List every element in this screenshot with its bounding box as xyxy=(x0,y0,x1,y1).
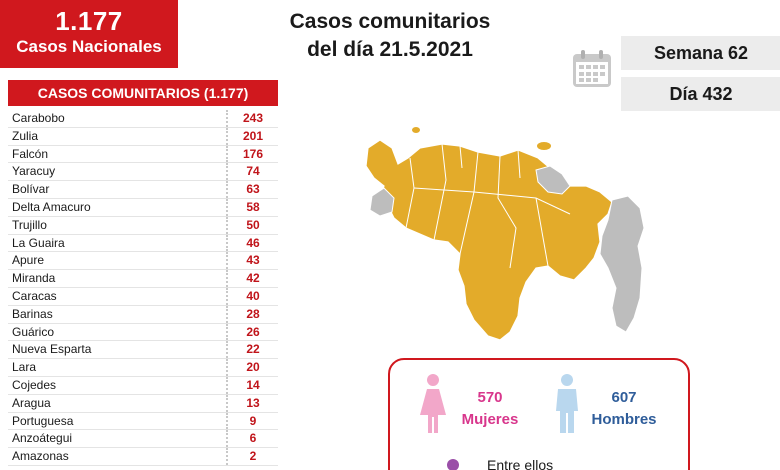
gender-panel xyxy=(388,358,690,470)
map-unaffected-north-east xyxy=(535,165,571,195)
state-cases: 40 xyxy=(226,287,278,305)
state-cases: 26 xyxy=(226,323,278,341)
state-name: Aragua xyxy=(12,395,51,410)
calendar-icon xyxy=(573,50,611,87)
state-name: Yaracuy xyxy=(12,164,56,179)
between-label: Entre ellos xyxy=(487,457,554,470)
state-cases: 2 xyxy=(226,448,278,465)
table-row: Guárico 26 xyxy=(8,323,278,342)
state-name: Cojedes xyxy=(12,377,57,392)
female-count: 570 xyxy=(477,389,503,406)
state-name: La Guaira xyxy=(12,235,65,250)
state-cases: 58 xyxy=(226,198,278,216)
table-row: Portuguesa 9 xyxy=(8,412,278,431)
table-header: CASOS COMUNITARIOS (1.177) xyxy=(8,80,278,106)
table-row: Delta Amacuro 58 xyxy=(8,198,278,217)
state-cases: 9 xyxy=(226,412,278,430)
table-row: Carabobo 243 xyxy=(8,110,278,128)
day-box: Día 432 xyxy=(621,77,780,111)
female-figure-icon xyxy=(420,374,446,433)
state-cases: 28 xyxy=(226,305,278,323)
state-name: Caracas xyxy=(12,288,57,303)
state-cases: 50 xyxy=(226,216,278,234)
national-cases-badge: 1.177 Casos Nacionales xyxy=(0,0,178,68)
table-row: Trujillo 50 xyxy=(8,216,278,235)
state-cases: 43 xyxy=(226,252,278,270)
table-row: Falcón 176 xyxy=(8,145,278,164)
male-label: Hombres xyxy=(591,411,657,428)
male-count: 607 xyxy=(611,389,637,406)
state-cases: 176 xyxy=(226,145,278,163)
state-cases: 46 xyxy=(226,234,278,252)
female-label: Mujeres xyxy=(461,411,519,428)
table-row: Aragua 13 xyxy=(8,394,278,413)
week-box: Semana 62 xyxy=(621,36,780,70)
national-cases-label: Casos Nacionales xyxy=(16,37,162,56)
state-name: Nueva Esparta xyxy=(12,342,92,357)
table-row: Lara 20 xyxy=(8,359,278,377)
state-name: Amazonas xyxy=(12,449,69,464)
table-row: Miranda 42 xyxy=(8,270,278,288)
state-cases: 20 xyxy=(226,359,278,376)
table-row: Caracas 40 xyxy=(8,287,278,306)
table-row: Apure 43 xyxy=(8,252,278,271)
male-figure-icon xyxy=(556,374,578,433)
map-affected-region xyxy=(365,139,613,341)
map-island-1 xyxy=(412,127,420,133)
state-cases: 13 xyxy=(226,394,278,412)
state-name: Barinas xyxy=(12,306,53,321)
map-island-2 xyxy=(537,142,551,150)
state-cases: 74 xyxy=(226,163,278,181)
state-name: Apure xyxy=(12,253,45,268)
map-unaffected-east xyxy=(599,195,645,333)
state-name: Guárico xyxy=(12,324,55,339)
venezuela-map xyxy=(365,127,645,341)
state-name: Miranda xyxy=(12,271,56,286)
title-line-1: Casos comunitarios xyxy=(289,10,491,33)
table-row: Nueva Esparta 22 xyxy=(8,341,278,360)
state-name: Zulia xyxy=(12,128,39,143)
table-row: Amazonas 2 xyxy=(8,448,278,466)
national-cases-count: 1.177 xyxy=(55,6,123,36)
state-name: Portuguesa xyxy=(12,413,74,428)
page-title: Casos comunitarios del día 21.5.2021 xyxy=(230,8,550,64)
state-cases: 6 xyxy=(226,430,278,448)
state-cases: 22 xyxy=(226,341,278,359)
table-row: Anzoátegui 6 xyxy=(8,430,278,449)
title-line-2: del día 21.5.2021 xyxy=(307,38,473,61)
cases-table: Carabobo 243 Zulia 201 Falcón 176 Yaracuy 74 Bol… xyxy=(8,110,278,466)
table-row: Cojedes 14 xyxy=(8,376,278,395)
state-cases: 42 xyxy=(226,270,278,287)
state-name: Lara xyxy=(12,360,37,375)
state-cases: 63 xyxy=(226,181,278,198)
state-name: Delta Amacuro xyxy=(12,199,91,214)
table-row: Yaracuy 74 xyxy=(8,163,278,182)
state-cases: 201 xyxy=(226,127,278,145)
state-cases: 243 xyxy=(226,110,278,127)
state-name: Anzoátegui xyxy=(12,431,73,446)
table-row: Zulia 201 xyxy=(8,127,278,146)
state-name: Falcón xyxy=(12,146,49,161)
table-row: Bolívar 63 xyxy=(8,181,278,199)
state-cases: 14 xyxy=(226,376,278,394)
table-row: La Guaira 46 xyxy=(8,234,278,253)
state-name: Bolívar xyxy=(12,182,50,197)
state-name: Trujillo xyxy=(12,217,47,232)
state-name: Carabobo xyxy=(12,111,65,125)
table-row: Barinas 28 xyxy=(8,305,278,324)
between-dot-icon xyxy=(447,459,459,470)
map-unaffected-zulia-edge xyxy=(369,187,395,217)
